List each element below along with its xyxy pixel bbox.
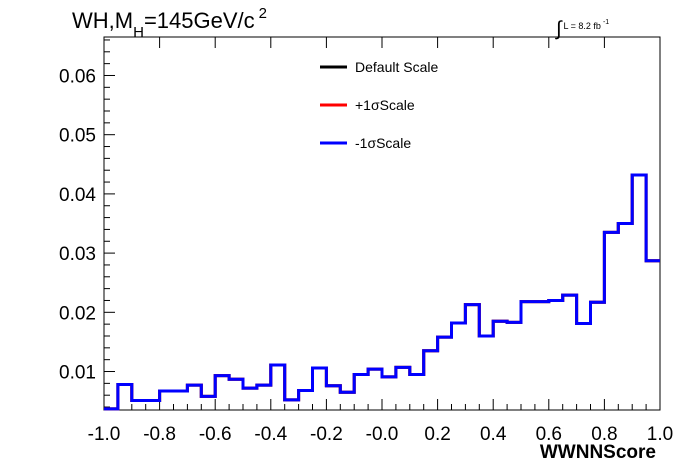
plot-title: WH,MH=145GeV/c 2	[72, 5, 267, 41]
y-tick-label: 0.03	[59, 244, 96, 265]
plot-frame	[103, 36, 661, 411]
x-tick-label: -0.0	[366, 424, 399, 445]
y-tick-label: 0.01	[59, 363, 96, 384]
luminosity-label: ∫ L = 8.2 fb -1	[556, 12, 610, 40]
x-tick-label: 0.6	[536, 424, 562, 445]
luminosity-text: L = 8.2 fb	[563, 21, 601, 31]
plot-title-prefix: WH,M	[72, 8, 134, 33]
y-tick-label: 0.02	[59, 303, 96, 324]
plot-title-value: =145GeV/c	[143, 8, 255, 33]
x-tick-label: 0.4	[480, 424, 507, 445]
y-tick-label: 0.04	[59, 185, 96, 206]
x-tick-label: -1.0	[88, 424, 121, 445]
x-axis-title: WWNNScore	[539, 442, 656, 463]
series-3	[104, 173, 660, 411]
x-tick-label: 0.2	[424, 424, 450, 445]
x-tick-label: -0.4	[254, 424, 287, 445]
plot-title-superscript: 2	[258, 5, 267, 22]
y-tick-label: 0.05	[59, 126, 96, 147]
y-tick-label: 0.06	[59, 66, 96, 87]
x-tick-label: -0.2	[310, 424, 343, 445]
legend-label: Default Scale	[355, 59, 438, 75]
legend-label: -1σScale	[355, 135, 411, 151]
luminosity-superscript: -1	[602, 19, 610, 26]
series-line	[104, 173, 660, 411]
x-tick-label: -0.6	[199, 424, 232, 445]
integral-symbol: ∫	[556, 18, 562, 40]
legend-label: +1σScale	[355, 97, 415, 113]
x-tick-label: 0.8	[591, 424, 617, 445]
x-tick-label: -0.8	[143, 424, 176, 445]
x-tick-label: 1.0	[647, 424, 673, 445]
plot-title-subscript: H	[133, 24, 144, 41]
